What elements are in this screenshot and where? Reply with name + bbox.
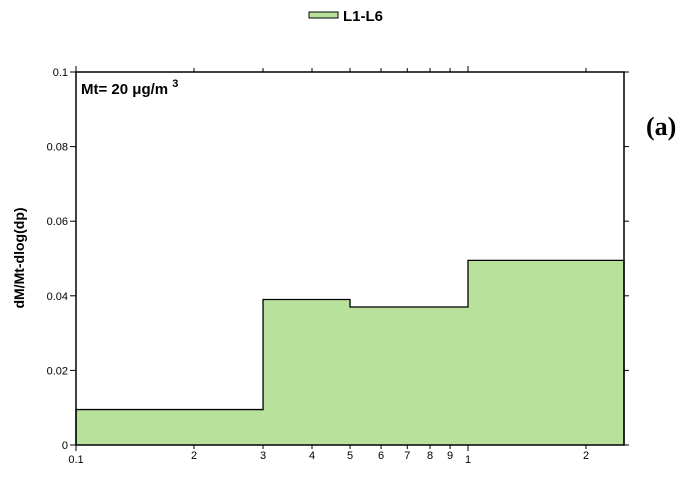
legend-swatch [308, 11, 339, 19]
y-tick-label: 0.1 [53, 67, 68, 79]
x-tick-label: 6 [378, 450, 384, 462]
step-bar-2 [263, 299, 350, 445]
x-tick-label: 1 [465, 454, 471, 466]
panel-label: (a) [646, 112, 676, 141]
step-bar-3 [350, 306, 469, 445]
y-tick-label: 0.02 [47, 365, 68, 377]
x-axis-ticks: 0.1 1 2 3 4 5 6 7 8 9 2 [68, 66, 589, 466]
y-axis-ticks: 0 0.02 0.04 0.06 0.08 0.1 [47, 67, 629, 452]
concentration-annotation: Mt= 20 μg/m 3 [81, 78, 178, 98]
chart-legend: L1-L6 [308, 8, 383, 25]
step-bar-4 [468, 260, 624, 445]
x-tick-label: 4 [309, 450, 315, 462]
x-tick-label: 3 [260, 450, 266, 462]
step-outline [75, 259, 625, 445]
x-tick-label: 5 [347, 450, 353, 462]
y-tick-label: 0.06 [47, 216, 68, 228]
step-bars [76, 260, 624, 445]
annotation-superscript: 3 [172, 78, 178, 90]
y-axis-title: dM/Mt-dlog(dp) [11, 207, 27, 308]
step-outline-path [75, 259, 625, 445]
x-tick-label: 2 [583, 450, 589, 462]
y-tick-label: 0.08 [47, 142, 68, 154]
x-tick-label: 8 [427, 450, 433, 462]
legend-label: L1-L6 [343, 8, 383, 25]
x-tick-label: 9 [447, 450, 453, 462]
annotation-text: Mt= 20 μg/m [81, 81, 168, 98]
x-tick-label: 2 [191, 450, 197, 462]
x-tick-label: 7 [404, 450, 410, 462]
y-tick-label: 0.04 [47, 291, 68, 303]
step-bar-1 [76, 409, 264, 445]
x-tick-label: 0.1 [68, 454, 83, 466]
y-tick-label: 0 [62, 440, 68, 452]
